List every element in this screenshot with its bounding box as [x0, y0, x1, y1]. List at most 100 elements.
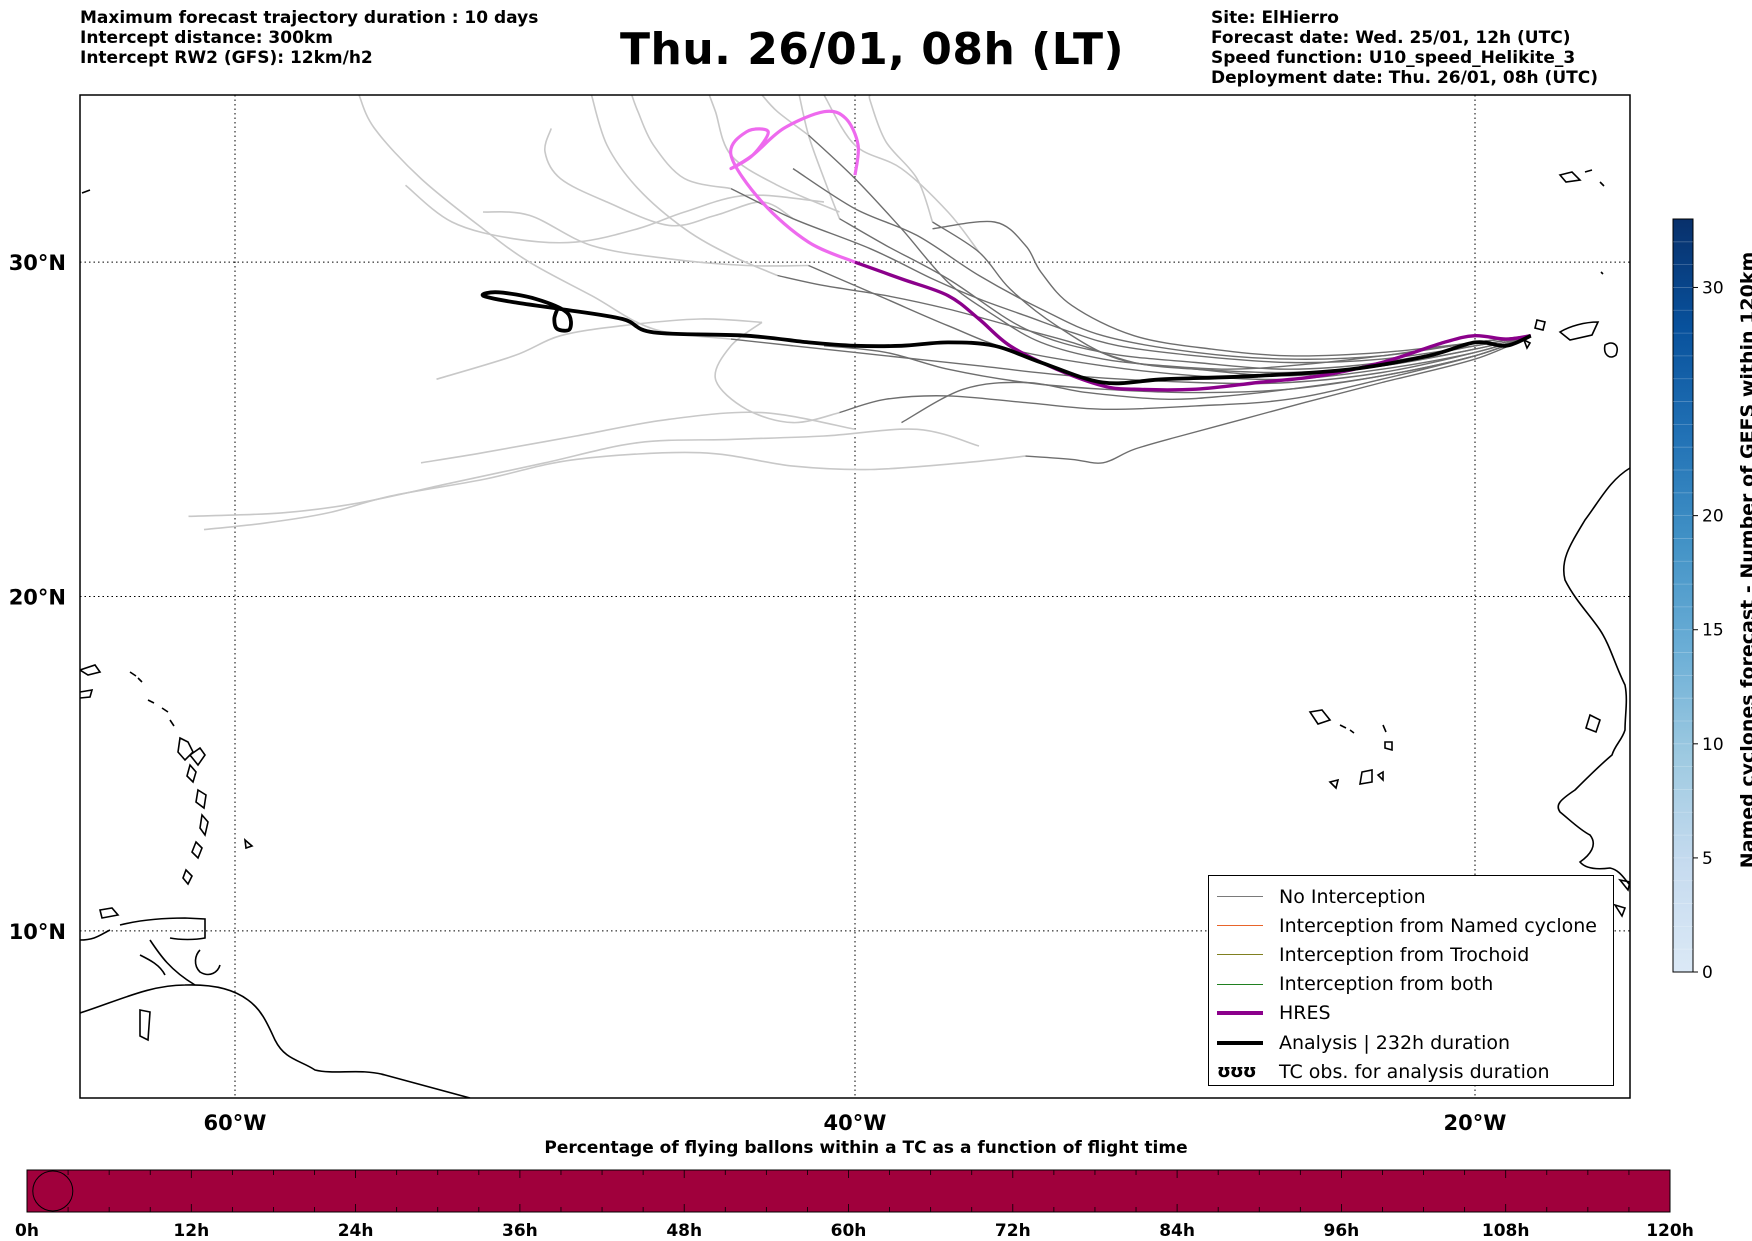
gfs-far-trajectory	[590, 95, 778, 277]
coast-south-america	[80, 984, 471, 1098]
gfs-near-trajectory	[932, 220, 1531, 357]
coast-venezuela-north	[119, 917, 206, 941]
flight-bar-tick-label: 108h	[1482, 1221, 1530, 1241]
flight-bar-tick-label: 36h	[502, 1221, 538, 1241]
flight-bar-tick-label: 48h	[666, 1221, 702, 1241]
legend-swatch	[1217, 954, 1263, 956]
gfs-near-trajectory	[901, 335, 1532, 424]
gfs-far-trajectory	[358, 95, 732, 340]
deployment-date-text: Deployment date: Thu. 26/01, 08h (UTC)	[1211, 68, 1598, 88]
intercept-distance-text: Intercept distance: 300km	[80, 28, 333, 48]
gfs-far-trajectory	[714, 321, 840, 424]
flight-bar-tick-label: 120h	[1646, 1221, 1694, 1241]
legend-swatch	[1217, 1011, 1263, 1016]
legend-item: Interception from both	[1209, 970, 1613, 999]
flight-bar-tick-label: 0h	[15, 1221, 39, 1241]
lon-label: 20°W	[1444, 1111, 1507, 1135]
gfs-far-trajectory	[405, 184, 825, 244]
forecast-date-text: Forecast date: Wed. 25/01, 12h (UTC)	[1211, 28, 1571, 48]
gfs-far-trajectory	[420, 411, 856, 464]
coast-guyana	[149, 939, 196, 986]
coast-trinidad	[194, 949, 221, 976]
gfs-far-trajectory	[436, 318, 763, 380]
legend-item: Interception from Trochoid	[1209, 940, 1613, 969]
trajectory-layer	[188, 95, 1532, 531]
gfs-far-trajectory	[868, 95, 934, 223]
gfs-far-trajectory	[823, 95, 980, 253]
lat-label: 10°N	[9, 920, 66, 944]
header-right-info: Site: ElHierro Forecast date: Wed. 25/01…	[1211, 8, 1598, 88]
gfs-near-trajectory	[808, 264, 1532, 381]
legend-item: Interception from Named cyclone	[1209, 911, 1613, 940]
lat-label: 30°N	[9, 251, 66, 275]
legend-label: Analysis | 232h duration	[1279, 1031, 1511, 1054]
gfs-far-trajectory	[203, 451, 1026, 531]
coast-caribbean-2	[80, 689, 94, 699]
coast-small-point	[81, 189, 1604, 275]
legend-swatch	[1217, 983, 1263, 985]
coast-antilles	[177, 736, 209, 886]
colorbar-tick-label: 15	[1702, 621, 1724, 641]
gfs-near-trajectory	[839, 335, 1532, 414]
max-duration-text: Maximum forecast trajectory duration : 1…	[80, 8, 539, 28]
analysis-trajectory	[480, 290, 1532, 386]
coast-west-africa	[1557, 467, 1630, 886]
colorbar-fill	[1672, 218, 1694, 973]
flight-time-bar: 0h 12h 24h 36h 48h 60h 72h 84h 96h 108h 120h	[15, 1169, 1694, 1241]
lat-label: 20°N	[9, 586, 66, 610]
header-left-info: Maximum forecast trajectory duration : 1…	[80, 8, 538, 68]
gfs-far-trajectory	[631, 95, 732, 190]
gfs-near-trajectory	[808, 134, 1531, 370]
colorbar: 0 5 10 15 20 30	[1672, 218, 1724, 983]
colorbar-tick-label: 5	[1702, 849, 1713, 869]
legend-label: HRES	[1279, 1002, 1331, 1025]
legend-label: No Interception	[1279, 885, 1426, 908]
tc-obs-icon: ʊʊʊ	[1217, 1061, 1257, 1083]
hres-trajectory	[729, 109, 1532, 392]
intercept-rw2-text: Intercept RW2 (GFS): 12km/h2	[80, 48, 373, 68]
coast-africa-details	[1585, 713, 1630, 918]
speed-function-text: Speed function: U10_speed_Helikite_3	[1211, 48, 1576, 68]
flight-bar-tick-label: 72h	[995, 1221, 1031, 1241]
gfs-far-trajectory	[543, 128, 794, 227]
gfs-far-trajectory	[798, 95, 841, 219]
legend-items: No Interception Interception from Named c…	[1209, 882, 1613, 1057]
flight-bar-marker	[32, 1170, 74, 1212]
legend-label-tc-obs: TC obs. for analysis duration	[1279, 1060, 1550, 1083]
gfs-near-trajectories	[730, 134, 1532, 464]
colorbar-tick-label: 20	[1702, 507, 1724, 527]
flight-bar-tick-label: 12h	[173, 1221, 209, 1241]
lon-label: 40°W	[824, 1111, 887, 1135]
coast-caribbean-1	[80, 664, 102, 676]
hres-tail-line	[729, 109, 861, 264]
flight-bar-tick-label: 24h	[338, 1221, 374, 1241]
flight-bar-tick-label: 60h	[831, 1221, 867, 1241]
coast-islands-small	[99, 671, 254, 919]
legend-item: Analysis | 232h duration	[1209, 1028, 1613, 1057]
legend-swatch	[1217, 896, 1263, 898]
flight-bar-title: Percentage of flying ballons within a TC…	[544, 1138, 1188, 1158]
lon-label: 60°W	[204, 1111, 267, 1135]
legend: No Interception Interception from Named c…	[1208, 875, 1614, 1086]
gfs-far-trajectory	[761, 95, 809, 136]
gfs-far-trajectories	[188, 95, 1026, 531]
coast-caribbean-west	[80, 929, 166, 976]
legend-item-tc-obs: ʊʊʊ TC obs. for analysis duration	[1209, 1057, 1613, 1086]
gfs-far-trajectory	[482, 211, 809, 267]
coast-madeira	[1558, 169, 1605, 187]
page-title: Thu. 26/01, 08h (LT)	[620, 24, 1125, 75]
gfs-near-trajectory	[1025, 335, 1532, 464]
legend-label: Interception from both	[1279, 973, 1494, 996]
gfs-near-trajectory	[730, 187, 1531, 364]
colorbar-tick-label: 0	[1702, 963, 1713, 983]
map-axis-labels: 60°W 40°W 20°W 10°N 20°N 30°N	[9, 251, 1507, 1135]
coast-cape-verde	[1308, 709, 1393, 790]
legend-item: HRES	[1209, 999, 1613, 1028]
gfs-near-trajectory	[730, 335, 1532, 385]
legend-label: Interception from Named cyclone	[1279, 914, 1597, 937]
flight-bar-tick-label: 84h	[1159, 1221, 1195, 1241]
flight-bar-tick-label: 96h	[1324, 1221, 1360, 1241]
colorbar-tick-label: 10	[1702, 735, 1724, 755]
hres-line	[854, 260, 1532, 392]
